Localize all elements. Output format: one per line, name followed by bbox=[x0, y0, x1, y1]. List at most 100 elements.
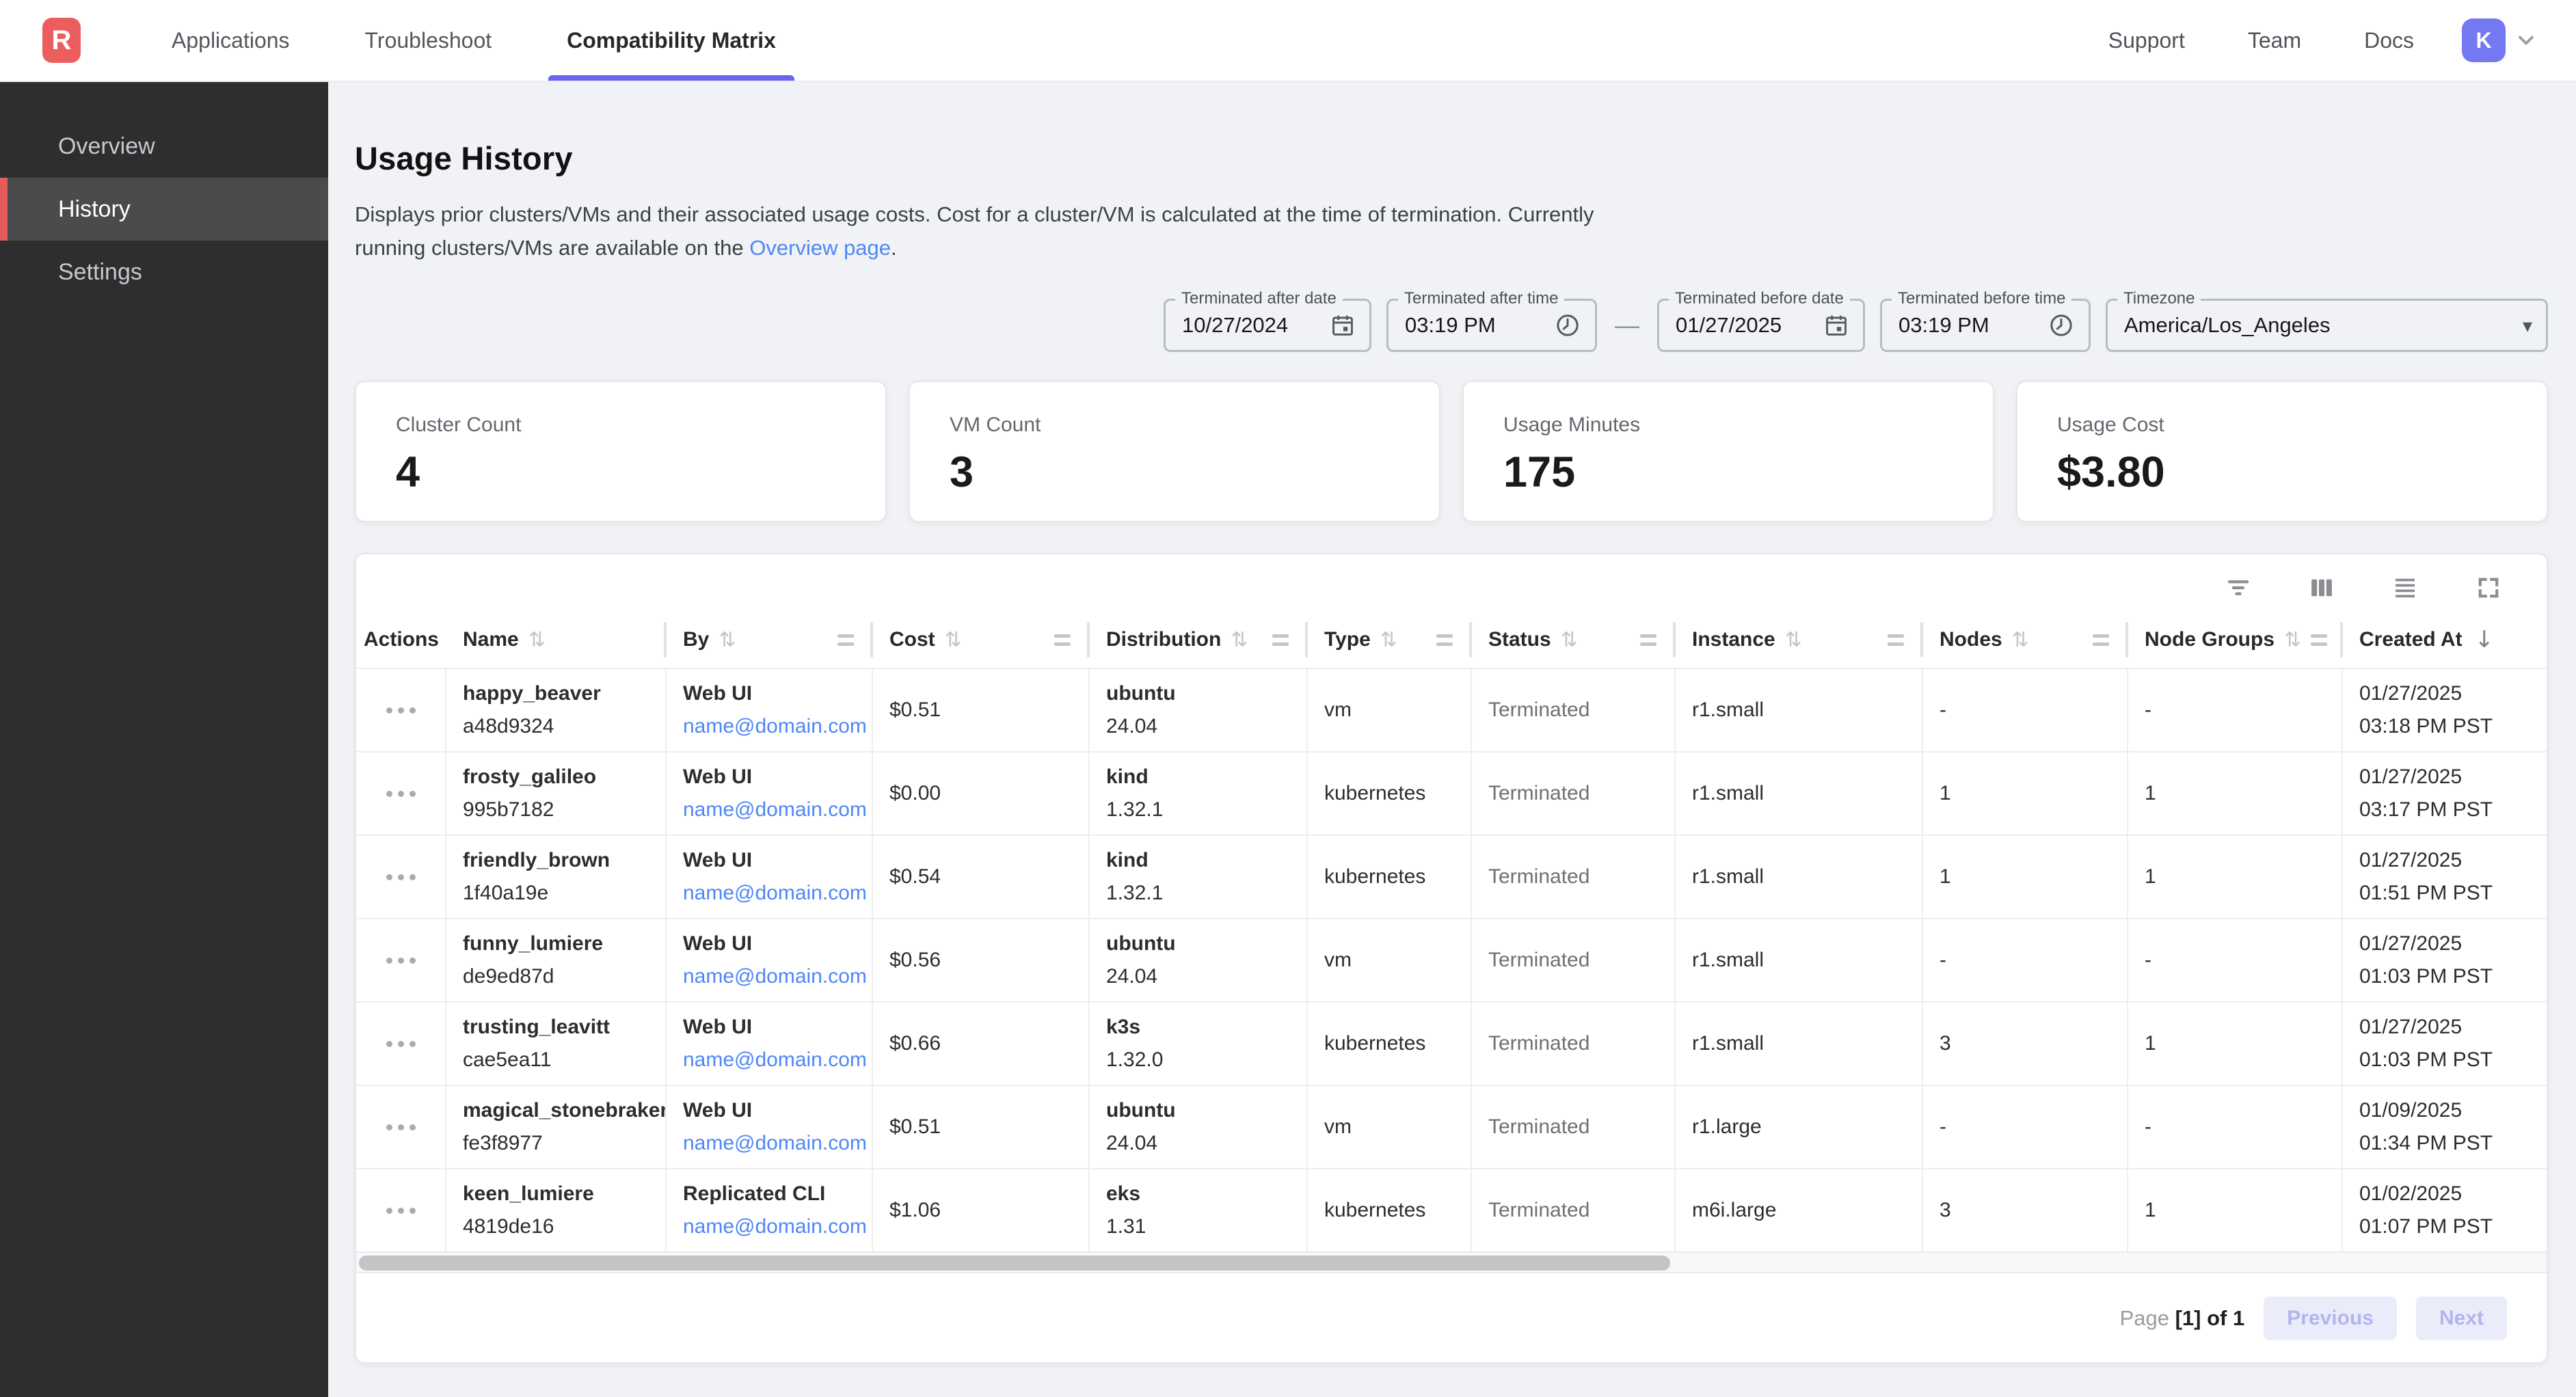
sidebar-item-settings[interactable]: Settings bbox=[58, 258, 142, 285]
avatar[interactable]: K bbox=[2462, 18, 2506, 62]
row-actions-button[interactable] bbox=[386, 1117, 416, 1137]
calendar-icon[interactable] bbox=[1808, 312, 1849, 338]
column-header-distribution[interactable]: Distribution ⇅ bbox=[1090, 612, 1308, 668]
horizontal-scrollbar[interactable] bbox=[356, 1251, 2547, 1273]
created-by-source: Web UI bbox=[683, 932, 753, 955]
row-actions-button[interactable] bbox=[386, 784, 416, 804]
sidebar-item-overview[interactable]: Overview bbox=[58, 133, 155, 159]
stat-card: Cluster Count 4 bbox=[355, 381, 887, 522]
distribution-version: 1.31 bbox=[1106, 1215, 1146, 1238]
status-badge: Terminated bbox=[1488, 1199, 1590, 1221]
column-header-by[interactable]: By ⇅ bbox=[667, 612, 873, 668]
row-actions-button[interactable] bbox=[386, 951, 416, 971]
status-badge: Terminated bbox=[1488, 782, 1590, 804]
column-menu-icon[interactable] bbox=[2311, 634, 2328, 646]
density-icon[interactable] bbox=[2391, 573, 2419, 602]
row-actions-button[interactable] bbox=[386, 1034, 416, 1054]
sidebar: Overview History Settings bbox=[0, 82, 328, 1397]
table-row: magical_stonebraker fe3f8977 Web UI name… bbox=[356, 1085, 2547, 1168]
fullscreen-icon[interactable] bbox=[2474, 573, 2503, 602]
terminated-after-date-field[interactable]: Terminated after date 10/27/2024 bbox=[1164, 289, 1371, 352]
stat-card: VM Count 3 bbox=[909, 381, 1440, 522]
column-label: Distribution bbox=[1106, 628, 1222, 651]
cluster-name: happy_beaver bbox=[463, 682, 601, 705]
terminated-after-date-label: Terminated after date bbox=[1175, 289, 1343, 308]
primary-tabs: Applications Troubleshoot Compatibility … bbox=[134, 0, 814, 81]
created-by-source: Web UI bbox=[683, 682, 753, 705]
tab-troubleshoot[interactable]: Troubleshoot bbox=[364, 27, 492, 53]
email-link[interactable]: name@domain.com bbox=[683, 1048, 867, 1071]
column-header-node-groups[interactable]: Node Groups ⇅ bbox=[2128, 612, 2343, 668]
sort-icon[interactable]: ⇅ bbox=[719, 627, 736, 652]
email-link[interactable]: name@domain.com bbox=[683, 1215, 867, 1238]
row-actions-button[interactable] bbox=[386, 701, 416, 720]
terminated-before-date-value: 01/27/2025 bbox=[1676, 313, 1782, 337]
column-menu-icon[interactable] bbox=[837, 634, 854, 646]
column-header-status[interactable]: Status ⇅ bbox=[1472, 612, 1676, 668]
sort-icon[interactable]: ⇅ bbox=[1784, 627, 1802, 652]
sort-icon[interactable]: ⇅ bbox=[1380, 627, 1397, 652]
column-header-name[interactable]: Name ⇅ bbox=[446, 612, 667, 668]
email-link[interactable]: name@domain.com bbox=[683, 1132, 867, 1154]
terminated-before-time-field[interactable]: Terminated before time 03:19 PM bbox=[1880, 289, 2091, 352]
description-text-2: . bbox=[891, 236, 897, 260]
column-header-created-at[interactable]: Created At ↓ bbox=[2343, 612, 2547, 668]
timezone-select[interactable]: Timezone America/Los_Angeles ▾ bbox=[2106, 289, 2548, 352]
column-menu-icon[interactable] bbox=[1054, 634, 1071, 646]
column-header-instance[interactable]: Instance ⇅ bbox=[1676, 612, 1923, 668]
column-menu-icon[interactable] bbox=[2093, 634, 2109, 646]
column-header-type[interactable]: Type ⇅ bbox=[1308, 612, 1472, 668]
filter-icon[interactable] bbox=[2224, 573, 2253, 602]
nav-link-docs[interactable]: Docs bbox=[2364, 27, 2414, 53]
nodes-value: 1 bbox=[1940, 865, 1951, 888]
node-groups-value: - bbox=[2145, 698, 2151, 721]
row-actions-button[interactable] bbox=[386, 1201, 416, 1221]
nav-link-team[interactable]: Team bbox=[2247, 27, 2302, 53]
distribution-version: 1.32.0 bbox=[1106, 1048, 1164, 1071]
type-value: kubernetes bbox=[1324, 782, 1426, 804]
scrollbar-thumb[interactable] bbox=[359, 1256, 1670, 1271]
sort-icon[interactable]: ⇅ bbox=[528, 627, 546, 652]
terminated-after-time-field[interactable]: Terminated after time 03:19 PM bbox=[1386, 289, 1597, 352]
row-actions-button[interactable] bbox=[386, 867, 416, 887]
previous-button[interactable]: Previous bbox=[2264, 1297, 2397, 1340]
sort-icon[interactable]: ⇅ bbox=[1560, 627, 1578, 652]
cell-cost: $0.56 bbox=[873, 919, 1090, 1001]
column-label: Actions bbox=[363, 628, 439, 651]
nodes-value: - bbox=[1940, 1115, 1946, 1138]
email-link[interactable]: name@domain.com bbox=[683, 882, 867, 904]
cell-created-at: 01/02/2025 01:07 PM PST bbox=[2343, 1169, 2547, 1251]
clock-icon[interactable] bbox=[1539, 312, 1581, 339]
terminated-before-date-field[interactable]: Terminated before date 01/27/2025 bbox=[1657, 289, 1865, 352]
chevron-down-icon[interactable] bbox=[2514, 28, 2538, 53]
sort-icon[interactable]: ⇅ bbox=[2011, 627, 2029, 652]
email-link[interactable]: name@domain.com bbox=[683, 798, 867, 821]
app-logo[interactable]: R bbox=[42, 18, 81, 63]
sidebar-item-history[interactable]: History bbox=[0, 178, 328, 241]
column-menu-icon[interactable] bbox=[1640, 634, 1656, 646]
sort-icon[interactable]: ⇅ bbox=[944, 627, 962, 652]
column-menu-icon[interactable] bbox=[1888, 634, 1904, 646]
email-link[interactable]: name@domain.com bbox=[683, 715, 867, 737]
column-header-nodes[interactable]: Nodes ⇅ bbox=[1923, 612, 2128, 668]
email-link[interactable]: name@domain.com bbox=[683, 965, 867, 988]
cell-name: keen_lumiere 4819de16 bbox=[446, 1169, 667, 1251]
column-menu-icon[interactable] bbox=[1272, 634, 1289, 646]
clock-icon[interactable] bbox=[2032, 312, 2075, 339]
next-button[interactable]: Next bbox=[2415, 1297, 2507, 1340]
created-by-source: Web UI bbox=[683, 1099, 753, 1122]
dropdown-arrow-icon[interactable]: ▾ bbox=[2522, 314, 2532, 336]
calendar-icon[interactable] bbox=[1315, 312, 1356, 338]
sort-icon[interactable]: ⇅ bbox=[1231, 627, 1248, 652]
sort-desc-icon[interactable]: ↓ bbox=[2474, 626, 2495, 653]
sort-icon[interactable]: ⇅ bbox=[2284, 627, 2302, 652]
overview-page-link[interactable]: Overview page bbox=[749, 236, 891, 260]
tab-applications[interactable]: Applications bbox=[172, 27, 290, 53]
column-header-cost[interactable]: Cost ⇅ bbox=[873, 612, 1090, 668]
tab-compatibility-matrix[interactable]: Compatibility Matrix bbox=[529, 0, 814, 81]
cell-instance: r1.small bbox=[1676, 1003, 1923, 1085]
cost-value: $0.51 bbox=[889, 1115, 941, 1138]
column-menu-icon[interactable] bbox=[1436, 634, 1453, 646]
columns-icon[interactable] bbox=[2307, 573, 2336, 602]
nav-link-support[interactable]: Support bbox=[2108, 27, 2185, 53]
